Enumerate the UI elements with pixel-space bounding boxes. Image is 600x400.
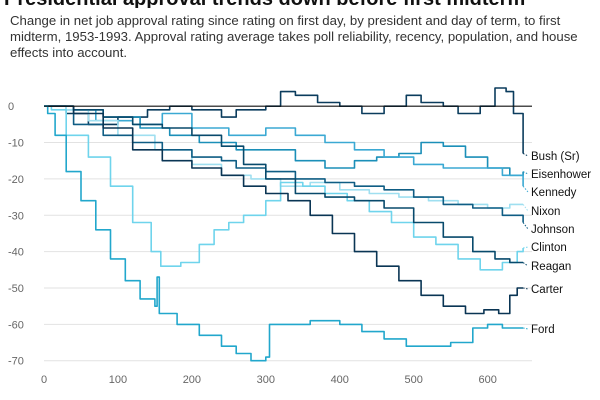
gridlines [44,142,532,362]
series-label: Eisenhower [531,169,591,181]
x-tick-label: 500 [405,374,423,386]
label-leader [522,171,529,175]
label-leader [522,153,529,157]
series-line-clinton [44,105,524,271]
series-line-reagan [44,105,524,264]
y-tick-label: -10 [8,138,24,150]
y-tick-label: -70 [8,356,24,368]
x-tick-label: 0 [41,374,47,386]
series-line-ford [44,105,524,362]
series-label: Reagan [531,261,571,273]
label-leader [522,204,529,212]
y-tick-label: -60 [8,319,24,331]
x-tick-label: 200 [183,374,201,386]
series-label: Carter [531,284,563,296]
series-label: Kennedy [531,187,577,199]
series-label: Bush (Sr) [531,151,580,163]
series-lines [44,87,524,362]
x-tick-label: 300 [257,374,275,386]
series-line-eisenhower [44,105,524,177]
y-tick-label: -20 [8,174,24,186]
label-leader [523,246,529,249]
y-tick-label: -30 [8,210,24,222]
label-leader [522,185,529,193]
series-end-labels: Bush (Sr) Eisenhower Kennedy Nixon Johnson Cl… [522,151,591,336]
x-axis-ticks: 0 100 200 300 400 500 600 [41,374,497,386]
x-tick-label: 100 [109,374,127,386]
y-axis-ticks: 0 -10 -20 -30 -40 -50 -60 -70 [8,101,24,368]
series-line-carter [44,105,524,315]
chart-subtitle: Change in net job approval rating since … [10,13,578,60]
series-label: Johnson [531,224,574,236]
y-tick-label: 0 [8,101,14,113]
chart-title: Presidential approval trends down before… [0,0,600,8]
y-tick-label: -50 [8,283,24,295]
x-tick-label: 400 [331,374,349,386]
series-label: Ford [531,324,555,336]
label-leader [522,222,529,230]
series-label: Nixon [531,206,560,218]
x-tick-label: 600 [478,374,496,386]
series-label: Clinton [531,242,567,254]
label-leader [523,327,529,330]
y-tick-label: -40 [8,247,24,259]
label-leader [522,262,529,267]
label-leader [523,287,529,290]
